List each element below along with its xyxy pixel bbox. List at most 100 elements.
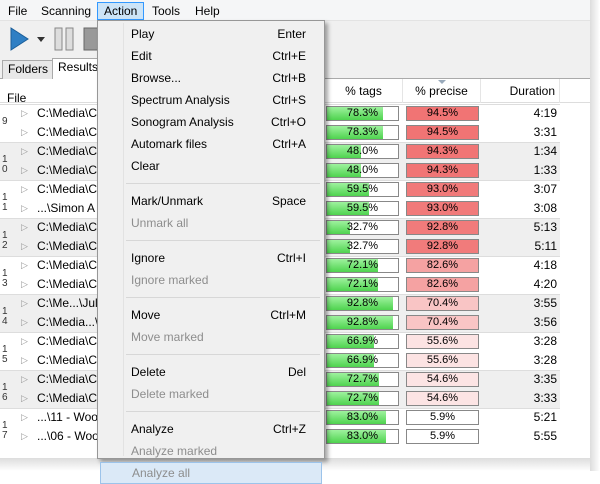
precise-label: 93.0% [426,202,459,214]
expand-arrow: ▷ [21,222,28,232]
menu-item[interactable]: Sonogram Analysis Ctrl+O [100,111,322,133]
menu-item-label: Analyze marked [131,444,218,458]
menu-item-label: Delete [131,365,166,379]
menu-item[interactable]: Play Enter [100,23,322,45]
duration: 3:55 [533,296,557,310]
expand-arrow: ▷ [21,260,28,270]
result-row[interactable]: ▷ C:\Media\C 72.1% 82.6% 4:18 [15,256,560,275]
duration: 3:28 [533,334,557,348]
menu-item-label: Analyze [131,422,174,436]
tags-label: 48.0% [346,145,379,157]
tags-label: 59.5% [346,183,379,195]
tab[interactable]: Results [52,58,105,80]
column-header-cell[interactable]: % tags [325,79,403,103]
menu-item-label: Spectrum Analysis [131,93,230,107]
group-label: 15 [2,344,8,365]
result-row[interactable]: ▷ C:\Media\C 72.7% 54.6% 3:33 [15,389,560,408]
menu-bar-item[interactable]: Action [97,2,145,20]
expand-arrow: ▷ [21,317,28,327]
menu-item[interactable]: Browse... Ctrl+B [100,67,322,89]
precise-bar: 82.6% [406,258,479,273]
tags-bar-fill [327,202,370,215]
duration: 3:31 [533,125,557,139]
menu-bar-item[interactable]: File [8,4,28,18]
column-header-cell[interactable]: Duration [481,79,560,103]
dropdown-arrow[interactable] [37,37,45,42]
menu-item[interactable]: Automark files Ctrl+A [100,133,322,155]
file-name: C:\Media\C [37,334,98,348]
tags-bar: 92.8% [326,315,399,330]
tags-bar-fill [327,335,375,348]
precise-label: 94.5% [426,126,459,138]
menu-item[interactable]: Analyze Ctrl+Z [100,418,322,440]
menu-item[interactable]: Spectrum Analysis Ctrl+S [100,89,322,111]
result-row[interactable]: ▷ ...\11 - Woo 83.0% 5.9% 5:21 [15,408,560,427]
precise-label: 70.4% [426,316,459,328]
pause-button[interactable] [54,27,74,51]
precise-bar-fill [407,107,478,120]
menu-item[interactable]: Delete marked [100,383,322,405]
precise-bar-fill [407,202,478,215]
result-row[interactable]: ▷ C:\Media\C 59.5% 93.0% 3:07 [15,180,560,199]
result-row[interactable]: ▷ C:\Media\C 32.7% 92.8% 5:13 [15,218,560,237]
result-row[interactable]: ▷ ...\06 - Woo 83.0% 5.9% 5:55 [15,427,560,446]
menu-bar-item[interactable]: Tools [152,4,181,18]
tab[interactable]: Folders [2,60,55,79]
file-name: C:\Media\C [37,182,98,196]
menu-item[interactable]: Edit Ctrl+E [100,45,322,67]
file-name: ...\Simon A [37,201,96,215]
menu-bar-item[interactable]: Help [195,4,220,18]
duration: 3:35 [533,372,557,386]
file-name: ...\06 - Woo [37,429,99,443]
menu-item-label: Delete marked [131,387,210,401]
result-row[interactable]: ▷ C:\Me...\Jul 92.8% 70.4% 3:55 [15,294,560,313]
menu-item[interactable]: Move marked [100,326,322,348]
expand-arrow: ▷ [21,108,28,118]
menu-item[interactable]: Mark/Unmark Space [100,190,322,212]
menu-item[interactable]: Move Ctrl+M [100,304,322,326]
menu-item[interactable]: Delete Del [100,361,322,383]
menu-item-shortcut: Ctrl+M [270,308,306,322]
menu-bar-item[interactable]: Scanning [41,4,92,18]
result-row[interactable]: ▷ C:\Media\C 78.3% 94.5% 4:19 [15,104,560,123]
result-row[interactable]: ▷ C:\Media\C 78.3% 94.5% 3:31 [15,123,560,142]
tags-bar-fill [327,259,379,272]
precise-bar-fill [407,145,478,158]
result-row[interactable]: ▷ C:\Media\C 48.0% 94.3% 1:34 [15,142,560,161]
menu-item[interactable]: Analyze marked [100,440,322,462]
play-button[interactable] [10,27,29,51]
tags-bar: 32.7% [326,220,399,235]
tags-bar: 59.5% [326,182,399,197]
precise-label: 54.6% [426,373,459,385]
menu-item[interactable]: Ignore marked [100,269,322,291]
file-name: ...\11 - Woo [37,410,98,424]
result-row[interactable]: ▷ C:\Media\C 48.0% 94.3% 1:33 [15,161,560,180]
menu-item[interactable]: Clear [100,155,322,177]
menu-item-label: Move marked [131,330,204,344]
file-name: C:\Media\C [37,372,98,386]
menu-item[interactable]: Ignore Ctrl+I [100,247,322,269]
result-row[interactable]: ▷ C:\Media...\ 92.8% 70.4% 3:56 [15,313,560,332]
result-row[interactable]: ▷ C:\Media\C 66.9% 55.6% 3:28 [15,351,560,370]
tags-bar-fill [327,392,379,405]
result-row[interactable]: ▷ C:\Media\C 72.1% 82.6% 4:20 [15,275,560,294]
result-row[interactable]: ▷ C:\Media\C 32.7% 92.8% 5:11 [15,237,560,256]
result-row[interactable]: ▷ ...\Simon A 59.5% 93.0% 3:08 [15,199,560,218]
duration: 1:33 [533,163,557,177]
file-name: C:\Media\C [37,144,98,158]
menu-item[interactable]: Unmark all [100,212,322,234]
expand-arrow: ▷ [21,165,28,175]
tags-label: 78.3% [346,126,379,138]
group-label: 11 [2,192,8,213]
menu-item[interactable]: Analyze all [100,462,322,484]
result-row[interactable]: ▷ C:\Media\C 66.9% 55.6% 3:28 [15,332,560,351]
file-name: C:\Media\C [37,106,98,120]
tags-bar-fill [327,183,370,196]
result-row[interactable]: ▷ C:\Media\C 72.7% 54.6% 3:35 [15,370,560,389]
menu-item-label: Analyze all [132,466,191,480]
file-name: C:\Media\C [37,239,98,253]
tags-bar: 48.0% [326,144,399,159]
column-header-cell[interactable]: % precise [403,79,481,103]
tags-bar-fill [327,411,386,424]
precise-label: 55.6% [426,335,459,347]
